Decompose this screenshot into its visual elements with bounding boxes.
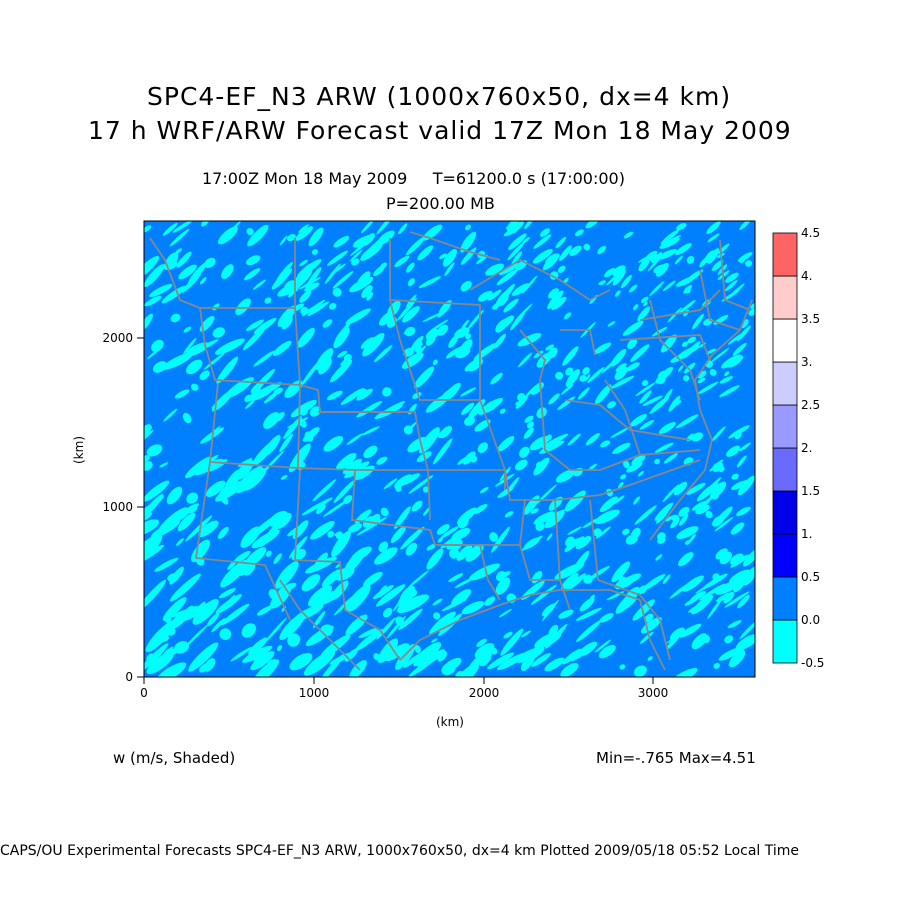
map-frame bbox=[143, 220, 756, 678]
colorbar-label: 0.0 bbox=[801, 613, 820, 627]
colorbar-swatch bbox=[772, 447, 798, 492]
colorbar-swatch bbox=[772, 275, 798, 320]
colorbar-label: 2.5 bbox=[801, 398, 820, 412]
title-line-1: SPC4-EF_N3 ARW (1000x760x50, dx=4 km) bbox=[147, 82, 732, 111]
colorbar-swatch bbox=[772, 576, 798, 621]
colorbar-swatch bbox=[772, 619, 798, 664]
footer-credit: CAPS/OU Experimental Forecasts SPC4-EF_N… bbox=[0, 843, 800, 859]
colorbar-label: 4. bbox=[801, 269, 812, 283]
x-tick-label: 2000 bbox=[469, 686, 500, 700]
colorbar-label: 0.5 bbox=[801, 570, 820, 584]
colorbar-label: 3.5 bbox=[801, 312, 820, 326]
x-axis-label: (km) bbox=[436, 715, 464, 729]
pressure-level: P=200.00 MB bbox=[386, 194, 495, 213]
y-axis-ticks bbox=[137, 337, 144, 678]
min-max-readout: Min=-.765 Max=4.51 bbox=[596, 749, 756, 767]
y-tick-label: 1000 bbox=[102, 500, 133, 514]
colorbar bbox=[772, 232, 798, 664]
x-axis-ticks bbox=[143, 677, 654, 684]
colorbar-swatch bbox=[772, 490, 798, 535]
state-boundaries bbox=[149, 231, 753, 671]
colorbar-swatch bbox=[772, 232, 798, 277]
x-tick-label: 1000 bbox=[299, 686, 330, 700]
colorbar-label: 2. bbox=[801, 441, 812, 455]
colorbar-labels: -0.5 0.0 0.5 1. 1.5 2. 2.5 3. 3.5 4. 4.5 bbox=[801, 226, 824, 670]
colorbar-label: 1.5 bbox=[801, 484, 820, 498]
colorbar-label: 3. bbox=[801, 355, 812, 369]
variable-label: w (m/s, Shaded) bbox=[113, 749, 236, 767]
x-tick-label: 3000 bbox=[638, 686, 669, 700]
colorbar-swatch bbox=[772, 533, 798, 578]
colorbar-swatch bbox=[772, 404, 798, 449]
colorbar-label: 1. bbox=[801, 527, 812, 541]
y-tick-label: 0 bbox=[125, 670, 133, 684]
valid-time-line: 17:00Z Mon 18 May 2009 T=61200.0 s (17:0… bbox=[202, 169, 625, 188]
title-line-2: 17 h WRF/ARW Forecast valid 17Z Mon 18 M… bbox=[88, 116, 792, 145]
colorbar-label: -0.5 bbox=[801, 656, 824, 670]
y-axis-label: (km) bbox=[72, 436, 86, 464]
colorbar-swatch bbox=[772, 318, 798, 363]
colorbar-label: 4.5 bbox=[801, 226, 820, 240]
y-tick-label: 2000 bbox=[102, 331, 133, 345]
colorbar-swatch bbox=[772, 361, 798, 406]
x-tick-label: 0 bbox=[140, 686, 148, 700]
